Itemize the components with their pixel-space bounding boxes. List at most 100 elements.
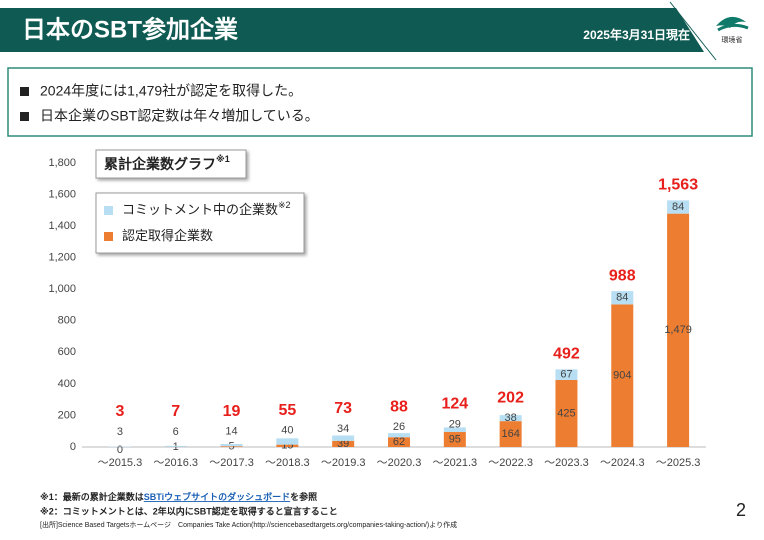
bar-segment [276,444,299,447]
value-label: 34 [337,423,349,435]
logo-wave [717,23,749,32]
value-label: 14 [225,426,237,438]
header-band [0,8,704,52]
bar-segment [164,445,187,447]
footnote: ※2：コミットメントとは、2年以内にSBT認定を取得すると宣言すること [40,505,338,516]
legend-swatch [104,206,113,215]
source-note: [出所]Science Based Targetsホームページ Companie… [40,520,457,529]
value-label: 6 [173,426,179,438]
x-tick-label: ～2023.3 [544,457,589,469]
bar-segment [388,433,410,438]
legend: コミットメント中の企業数※2 認定取得企業数 [104,200,291,243]
x-tick-label: ～2018.3 [265,457,310,469]
total-label: 73 [334,400,352,417]
bar-segment [220,444,243,447]
y-tick-label: 200 [58,409,76,421]
x-tick-label: ～2017.3 [209,457,254,469]
total-label: 124 [441,396,468,413]
chart-title: 累計企業数グラフ※1 [104,154,230,171]
value-label: 3 [117,426,123,438]
bullet-marker [20,87,29,96]
footnote-link[interactable]: SBTiウェブサイトのダッシュボード [144,491,290,502]
total-label: 7 [171,403,180,420]
bar-segment [388,437,410,447]
bar-segment [555,369,578,380]
logo-mark [716,16,746,28]
y-tick-label: 1,600 [48,188,76,200]
x-tick-label: ～2025.3 [656,457,701,469]
page-number: 2 [736,500,746,520]
value-label: 67 [560,369,572,381]
y-tick-label: 0 [70,441,76,453]
logo-text: 環境省 [722,35,743,44]
value-label: 38 [505,412,517,424]
logo: 環境省 [716,16,749,44]
chart-title-text: 累計企業数グラフ [104,156,216,172]
x-tick-label: ～2016.3 [153,457,198,469]
legend-box [95,192,305,254]
y-tick-label: 1,800 [48,157,76,169]
total-label: 1,563 [658,177,698,194]
x-tick-label: ～2024.3 [600,457,645,469]
x-tick-label: ～2021.3 [432,457,477,469]
y-tick-label: 800 [58,315,76,327]
bullet-marker [20,112,29,121]
value-label: 164 [501,428,519,440]
value-label: 0 [117,444,123,456]
bar-segment [499,421,522,447]
y-tick-label: 1,400 [48,220,76,232]
bullet-text: 2024年度には1,479社が認定を取得した。 [40,83,302,99]
x-tick-label: ～2022.3 [488,457,533,469]
y-tick-label: 1,000 [48,283,76,295]
bar-segment [611,304,634,447]
bar-segment [443,432,466,447]
value-label: 904 [613,370,631,382]
total-label: 988 [609,267,636,284]
total-label: 19 [223,403,241,420]
total-label: 492 [553,346,580,363]
y-tick-label: 400 [58,378,76,390]
value-label: 26 [393,421,405,433]
value-label: 40 [281,425,293,437]
bar-segment [667,213,690,447]
total-label: 202 [497,389,524,406]
bar-segment [220,446,243,447]
bar-segment [555,379,578,447]
header-date: 2025年3月31日現在 [583,27,690,42]
value-label: 84 [616,292,628,304]
bar-segment [276,438,299,445]
header-slash [669,1,717,61]
value-label: 62 [393,436,405,448]
chart-title-box [95,149,247,179]
bar-segment [443,427,466,433]
bar-segment [667,200,690,214]
bullet-text: 日本企業のSBT認定数は年々増加している。 [40,108,319,124]
summary-box [7,67,753,137]
header-title: 日本のSBT参加企業 [22,15,238,43]
total-label: 55 [278,402,296,419]
footnote: ※1：最新の累計企業数はSBTiウェブサイトのダッシュボードを参照 [40,491,317,502]
bar-segment [611,291,634,305]
legend-note: ※2 [278,200,291,210]
bar-segment [332,440,355,447]
legend-label: 認定取得企業数 [122,228,213,243]
value-label: 425 [557,407,575,419]
x-tick-label: ～2020.3 [377,457,422,469]
legend-swatch [104,232,113,241]
value-label: 95 [449,433,461,445]
total-label: 3 [115,403,124,420]
x-tick-label: ～2019.3 [321,457,366,469]
bar-segment [499,415,522,422]
footnote-text: ※1：最新の累計企業数は [40,491,144,502]
footnote-text: を参照 [290,491,317,502]
legend-name: コミットメント中の企業数 [122,202,278,217]
bar-segment [332,435,355,441]
value-label: 1,479 [664,324,692,336]
x-tick-label: ～2015.3 [98,457,143,469]
total-label: 88 [390,398,408,415]
value-label: 84 [672,201,684,213]
y-tick-label: 1,200 [48,252,76,264]
value-label: 29 [449,418,461,430]
y-tick-label: 600 [58,346,76,358]
chart-title-note: ※1 [216,154,230,164]
